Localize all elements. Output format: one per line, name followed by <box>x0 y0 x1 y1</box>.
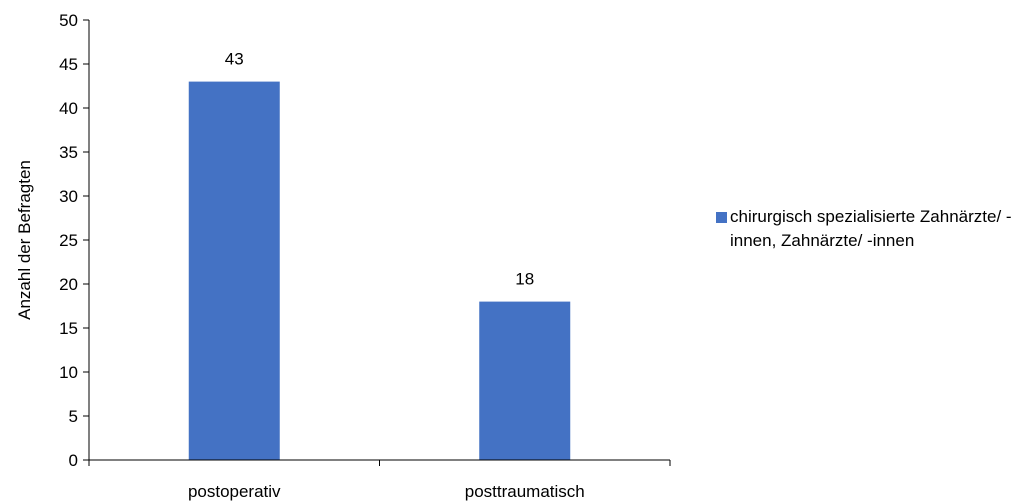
bar-posttraumatisch <box>479 301 571 460</box>
data-label: 43 <box>225 50 244 69</box>
y-axis-ticks: 0 5 10 15 20 25 30 35 40 45 50 <box>59 11 89 470</box>
y-axis-label: Anzahl der Befragten <box>15 160 34 320</box>
bar-postoperativ <box>188 81 280 460</box>
legend-label: chirurgisch spezialisierte Zahnärzte/ -i… <box>730 207 1012 250</box>
x-tick-label: posttraumatisch <box>465 482 585 501</box>
y-tick-label: 0 <box>69 451 78 470</box>
data-label: 18 <box>515 270 534 289</box>
y-tick-label: 10 <box>59 363 78 382</box>
bars <box>188 81 571 460</box>
y-tick-label: 15 <box>59 319 78 338</box>
y-tick-label: 35 <box>59 143 78 162</box>
y-tick-label: 30 <box>59 187 78 206</box>
y-tick-label: 20 <box>59 275 78 294</box>
y-tick-label: 25 <box>59 231 78 250</box>
x-axis-labels: postoperativ posttraumatisch <box>88 460 671 501</box>
y-tick-label: 40 <box>59 99 78 118</box>
y-tick-label: 50 <box>59 11 78 30</box>
y-tick-label: 45 <box>59 55 78 74</box>
data-labels: 43 18 <box>225 50 534 289</box>
y-tick-label: 5 <box>69 407 78 426</box>
legend-swatch <box>716 212 727 223</box>
x-tick-label: postoperativ <box>188 482 281 501</box>
legend: chirurgisch spezialisierte Zahnärzte/ -i… <box>716 205 1016 253</box>
